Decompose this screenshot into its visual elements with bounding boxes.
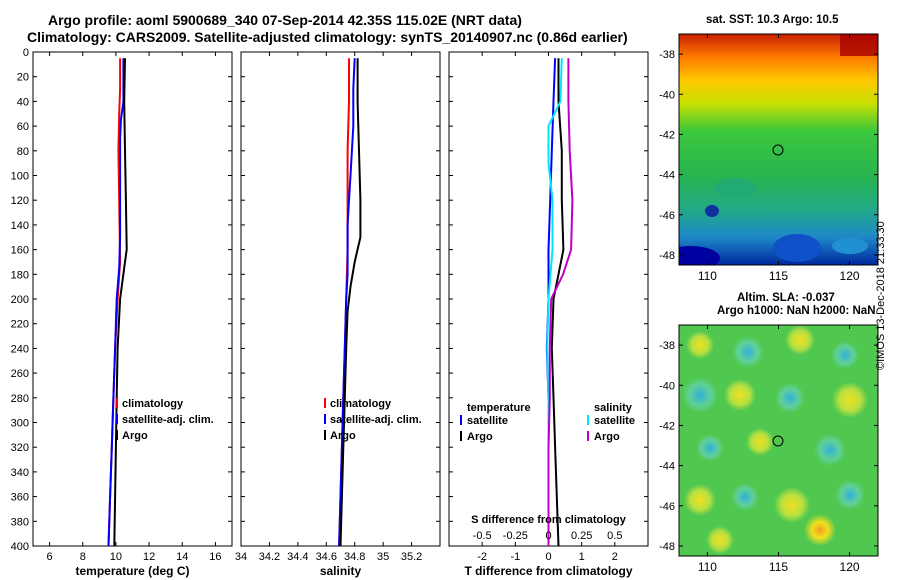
x-tick-label: 10: [110, 551, 122, 563]
map-lon-label: 115: [769, 269, 788, 283]
sla-float-marker: [772, 435, 784, 447]
x-tick-label: 1: [579, 551, 585, 563]
x-tick-label: 0: [545, 551, 551, 563]
legend-label: Argo: [330, 430, 356, 442]
y-tick-label: 340: [11, 467, 29, 479]
series-line-argo: [113, 58, 128, 547]
series-line-salinity-argo: [547, 58, 574, 546]
y-tick-label: 320: [11, 442, 29, 454]
sst-float-marker: [772, 144, 784, 156]
series-line-satellite-adj-clim-: [107, 58, 125, 547]
y-tick-label: 180: [11, 269, 29, 281]
x-tick-label: 34.6: [316, 551, 337, 563]
map-lat-label: -42: [659, 129, 675, 141]
title-line-1: Argo profile: aoml 5900689_340 07-Sep-20…: [48, 12, 522, 28]
map-lon-label: 115: [769, 560, 788, 574]
map-lon-label: 110: [698, 560, 717, 574]
legend-header-temperature: temperature: [467, 402, 531, 414]
map-lat-label: -44: [659, 461, 675, 473]
map-lat-label: -38: [659, 340, 675, 352]
legend-label: Argo: [122, 430, 148, 442]
x-tick-label: 16: [209, 551, 221, 563]
y-tick-label: 20: [17, 72, 29, 84]
map-lon-label: 110: [698, 269, 717, 283]
y-tick-label: 240: [11, 343, 29, 355]
secondary-axis-label: S difference from climatology: [471, 514, 627, 526]
map-lon-label: 120: [840, 269, 860, 283]
x-tick-label: -2: [477, 551, 487, 563]
x-tick-label: -1: [510, 551, 520, 563]
x-axis-label: salinity: [320, 564, 362, 578]
y-tick-label: 300: [11, 418, 29, 430]
map-lat-label: -46: [659, 501, 675, 513]
sla-map-title-line-2: Argo h1000: NaN h2000: NaN: [717, 305, 876, 317]
s-tick-label: 0: [545, 530, 551, 542]
y-tick-label: 140: [11, 220, 29, 232]
sla-map-title-line-1: Altim. SLA: -0.037: [737, 292, 835, 304]
imos-timestamp: ©IMOS 13-Dec-2018 21:33:30: [875, 221, 887, 370]
x-tick-label: 35.2: [401, 551, 422, 563]
map-lat-label: -44: [659, 170, 675, 182]
sst-map-title: sat. SST: 10.3 Argo: 10.5: [706, 14, 839, 26]
sla-map: [678, 324, 879, 557]
y-tick-label: 160: [11, 245, 29, 257]
map-lat-label: -46: [659, 210, 675, 222]
x-tick-label: 34.4: [287, 551, 308, 563]
s-tick-label: -0.5: [473, 530, 492, 542]
legend-label: satellite: [594, 415, 635, 427]
map-lon-label: 120: [840, 560, 860, 574]
legend-label: satellite-adj. clim.: [330, 414, 422, 426]
legend-label: Argo: [594, 431, 620, 443]
series-line-temperature-argo: [550, 58, 565, 547]
y-tick-label: 80: [17, 146, 29, 158]
y-tick-label: 120: [11, 195, 29, 207]
map-lat-label: -38: [659, 49, 675, 61]
y-tick-label: 200: [11, 294, 29, 306]
y-tick-label: 60: [17, 121, 29, 133]
x-axis-label: temperature (deg C): [75, 564, 189, 578]
x-tick-label: 2: [612, 551, 618, 563]
sst-map: [678, 33, 879, 266]
y-tick-label: 100: [11, 171, 29, 183]
x-tick-label: 14: [176, 551, 188, 563]
y-tick-label: 220: [11, 319, 29, 331]
y-tick-label: 400: [11, 541, 29, 553]
y-tick-label: 40: [17, 96, 29, 108]
s-tick-label: 0.25: [571, 530, 592, 542]
x-axis-label: T difference from climatology: [464, 564, 632, 578]
map-lat-label: -40: [659, 89, 675, 101]
legend-label: climatology: [122, 398, 184, 410]
title-line-2: Climatology: CARS2009. Satellite-adjuste…: [27, 29, 628, 45]
map-lat-label: -48: [659, 250, 675, 262]
y-tick-label: 280: [11, 393, 29, 405]
legend-label: satellite-adj. clim.: [122, 414, 214, 426]
temperature-panel: [32, 51, 233, 547]
series-line-satellite-adj-clim-: [338, 58, 356, 547]
legend-label: climatology: [330, 398, 392, 410]
y-tick-label: 260: [11, 368, 29, 380]
legend-label: Argo: [467, 431, 493, 443]
s-tick-label: 0.5: [607, 530, 622, 542]
legend-label: satellite: [467, 415, 508, 427]
x-tick-label: 12: [143, 551, 155, 563]
x-tick-label: 34.2: [259, 551, 280, 563]
y-tick-label: 380: [11, 516, 29, 528]
x-tick-label: 6: [47, 551, 53, 563]
series-line-argo: [339, 58, 362, 547]
legend-header-salinity: salinity: [594, 402, 633, 414]
x-tick-label: 34.8: [344, 551, 365, 563]
s-tick-label: -0.25: [503, 530, 528, 542]
x-tick-label: 34: [235, 551, 247, 563]
y-tick-label: 0: [23, 47, 29, 59]
map-lat-label: -40: [659, 380, 675, 392]
x-tick-label: 35: [377, 551, 389, 563]
y-tick-label: 360: [11, 492, 29, 504]
map-lat-label: -42: [659, 420, 675, 432]
map-lat-label: -48: [659, 541, 675, 553]
x-tick-label: 8: [80, 551, 86, 563]
